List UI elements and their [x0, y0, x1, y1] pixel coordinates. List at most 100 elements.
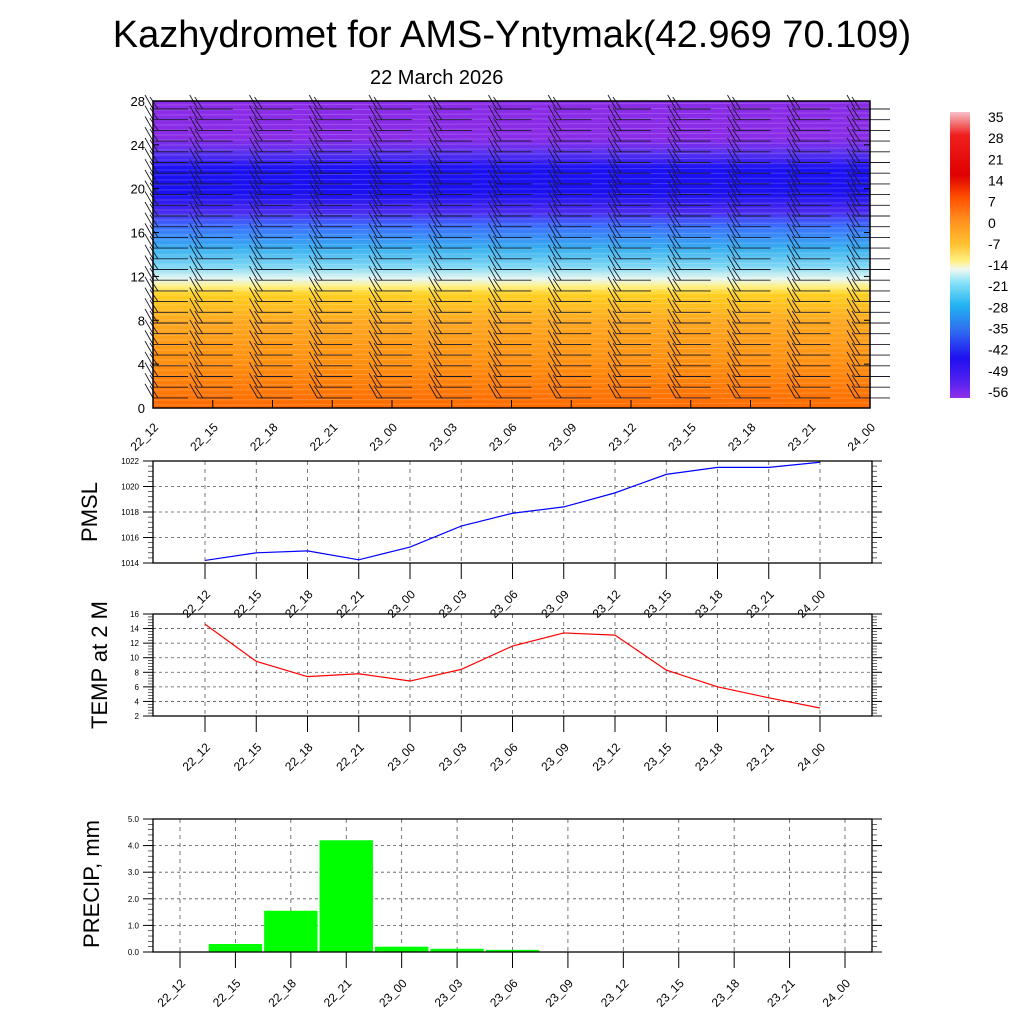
wind-barb: [428, 116, 472, 131]
wind-barb: [488, 244, 532, 260]
wind-barb: [667, 191, 711, 206]
wind-barb: [727, 362, 771, 377]
y-axis-label: PMSL: [77, 482, 102, 542]
wind-barb: [786, 223, 831, 238]
wind-barb: [189, 330, 233, 345]
wind-barb: [667, 148, 711, 163]
contour-line: [152, 282, 871, 286]
wind-barb: [488, 94, 532, 110]
wind-barb: [308, 362, 353, 377]
wind-barb: [488, 276, 532, 292]
wind-barb: [428, 223, 472, 238]
wind-barb: [547, 287, 592, 303]
wind-barb: [547, 372, 592, 388]
y-tick-label: 2.0: [128, 895, 140, 904]
wind-barb: [428, 340, 472, 356]
wind-barb: [846, 191, 890, 206]
contour-line: [152, 177, 871, 181]
wind-barb: [249, 244, 293, 260]
x-tick-label: 24_00: [820, 976, 854, 1010]
colorbar-gradient: [950, 112, 970, 398]
wind-barb: [607, 362, 651, 377]
wind-barb: [249, 158, 293, 174]
wind-barb: [607, 105, 651, 121]
wind-barb: [249, 362, 293, 377]
colorbar-label: -14: [988, 257, 1008, 273]
wind-barb: [727, 244, 771, 260]
contour-line: [152, 157, 871, 161]
wind-barb: [786, 308, 831, 324]
wind-barb: [667, 298, 711, 313]
wind-barb: [308, 330, 353, 345]
wind-barb: [428, 308, 472, 324]
wind-barb: [727, 276, 771, 292]
wind-barb: [308, 105, 353, 121]
wind-barb: [786, 180, 831, 196]
x-tick-label: 22_12: [128, 420, 162, 454]
wind-barb: [249, 191, 293, 206]
wind-barb: [727, 116, 771, 131]
wind-barb: [547, 223, 592, 238]
wind-barb: [786, 298, 831, 313]
colorbar-label: -42: [988, 342, 1008, 358]
wind-barb: [607, 137, 651, 153]
wind-barb: [727, 201, 771, 217]
wind-barb: [428, 372, 472, 388]
wind-barb: [607, 233, 651, 249]
y-tick-label: 4: [135, 697, 140, 706]
x-tick-label: 23_06: [487, 587, 521, 621]
wind-barb: [727, 223, 771, 238]
y-tick-label: 1018: [121, 508, 139, 517]
wind-barb: [846, 287, 890, 303]
wind-barb: [308, 287, 353, 303]
wind-barb: [667, 116, 711, 131]
wind-barb: [368, 223, 412, 238]
wind-barb: [667, 340, 711, 356]
wind-barb: [547, 265, 592, 281]
wind-barb: [189, 340, 233, 356]
wind-barb: [189, 201, 233, 217]
wind-barb: [727, 126, 771, 142]
x-tick-label: 23_21: [785, 420, 819, 454]
precip-bar: [485, 949, 540, 952]
wind-barb: [547, 330, 592, 345]
wind-barb: [428, 169, 472, 185]
x-tick-label: 23_06: [487, 976, 521, 1010]
contour-line: [152, 302, 871, 306]
wind-barb: [727, 169, 771, 185]
x-tick-label: 23_15: [641, 740, 675, 774]
x-tick-label: 23_18: [709, 976, 743, 1010]
wind-barb: [488, 158, 532, 174]
wind-barb: [547, 169, 592, 185]
x-tick-label: 23_12: [606, 420, 640, 454]
wind-barb: [368, 137, 412, 153]
wind-barb: [667, 233, 711, 249]
wind-barb: [846, 351, 890, 367]
wind-barb: [667, 330, 711, 345]
y-tick-label: 8: [138, 313, 145, 328]
wind-barb: [786, 116, 831, 131]
contour-line: [152, 312, 871, 316]
y-tick-label: 8: [135, 668, 140, 677]
wind-barb: [368, 340, 412, 356]
wind-barb: [667, 319, 711, 335]
wind-barb: [368, 383, 412, 399]
wind-barb: [428, 330, 472, 345]
wind-barb: [428, 212, 472, 228]
wind-barb: [189, 319, 233, 335]
wind-barb: [249, 265, 293, 281]
wind-barb: [846, 244, 890, 260]
wind-barb: [607, 244, 651, 260]
x-tick-label: 23_15: [665, 420, 699, 454]
wind-barb: [488, 148, 532, 163]
wind-barb: [547, 340, 592, 356]
colorbar-label: 21: [988, 151, 1004, 167]
wind-barb: [727, 180, 771, 196]
contour-line: [152, 327, 871, 331]
wind-barb: [727, 287, 771, 303]
wind-barb: [308, 244, 353, 260]
wind-barb: [428, 94, 472, 110]
wind-barb: [547, 116, 592, 131]
x-tick-label: 23_06: [486, 420, 520, 454]
